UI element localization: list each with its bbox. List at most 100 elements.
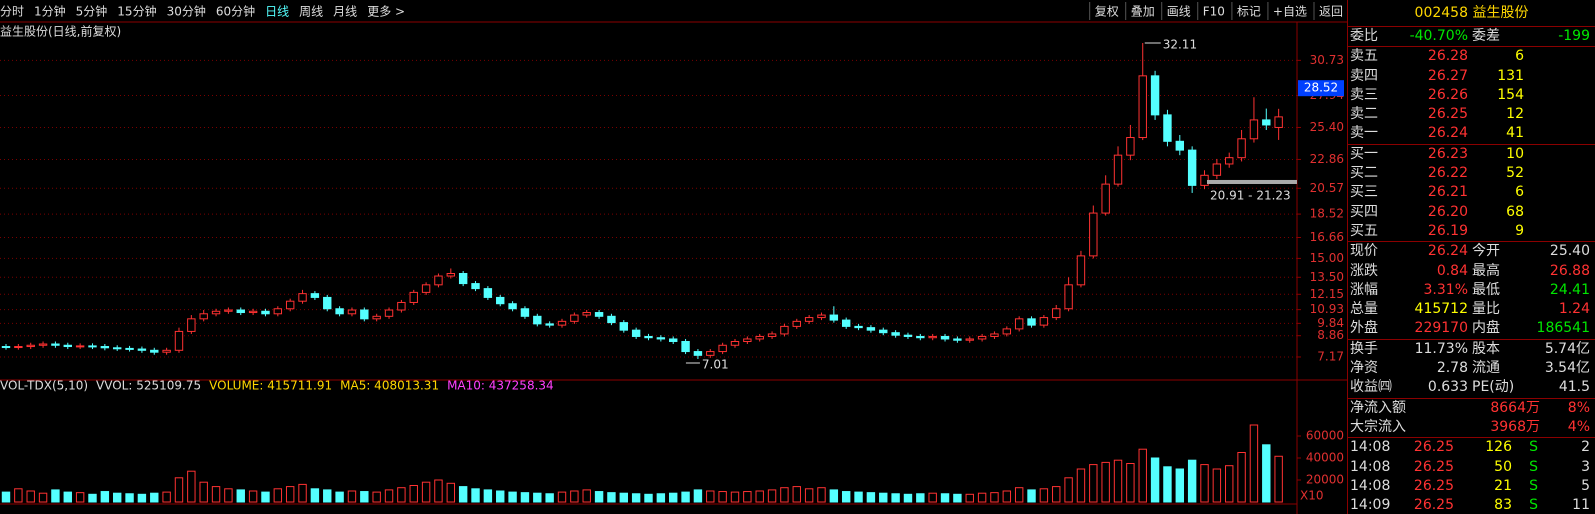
- quote-header: 002458 益生股份: [1348, 0, 1595, 27]
- volume-bar: [248, 490, 258, 503]
- quote-cell: 26.25: [1413, 439, 1454, 456]
- quote-cell: 卖五: [1350, 48, 1378, 65]
- panel-group: 现价 26.24 今开 25.40 涨跌 0.84 最高 26.88 涨幅 3.31% 最低 24.4…: [1348, 242, 1595, 340]
- quote-cell: 0.84: [1436, 262, 1468, 279]
- quote-cell: 26.24: [1427, 243, 1468, 260]
- volume-bar: [1212, 468, 1222, 503]
- candle-body: [150, 349, 159, 353]
- indicator-label: VVOL: 525109.75: [96, 379, 201, 393]
- volume-bar: [940, 493, 950, 503]
- period-tab[interactable]: 周线: [299, 5, 323, 19]
- volume-bar: [421, 481, 431, 503]
- quote-cell: 9: [1515, 222, 1524, 239]
- volume-bar: [594, 491, 604, 503]
- quote-cell: 委差: [1472, 28, 1500, 44]
- volume-bar: [607, 492, 616, 503]
- period-tab[interactable]: 分时: [0, 5, 24, 19]
- tool-button[interactable]: 标记: [1237, 5, 1261, 19]
- volume-bar: [619, 492, 628, 503]
- quote-cell: 买四: [1350, 203, 1378, 220]
- candle-body: [928, 335, 937, 339]
- stock-name: 益生股份: [1472, 5, 1529, 21]
- volume-bar: [730, 491, 740, 503]
- indicator-label: VOL-TDX(5,10): [0, 379, 88, 393]
- tool-button[interactable]: 返回: [1319, 5, 1343, 19]
- volume-bar: [112, 492, 122, 503]
- candle-body: [1237, 138, 1246, 159]
- period-tab[interactable]: 5分钟: [76, 4, 108, 19]
- tool-button[interactable]: 复权: [1095, 5, 1119, 19]
- tool-button[interactable]: 叠加: [1131, 5, 1155, 19]
- scale-label: X10: [1300, 489, 1324, 503]
- volume-bar: [1, 491, 11, 503]
- volume-bar: [693, 489, 703, 503]
- quote-cell: 229170: [1414, 320, 1468, 337]
- volume-bar: [1274, 455, 1283, 503]
- candle-body: [1039, 317, 1049, 326]
- tool-button[interactable]: +自选: [1273, 5, 1307, 19]
- volume-bar: [458, 486, 468, 503]
- volume-bar: [1150, 457, 1160, 503]
- candle-body: [112, 347, 122, 350]
- volume-bar: [162, 491, 171, 503]
- quote-cell: S: [1529, 477, 1538, 494]
- quote-cell: 3968万: [1490, 418, 1540, 435]
- period-tab[interactable]: 1分钟: [34, 4, 66, 19]
- candle-body: [323, 296, 332, 310]
- candle-body: [298, 293, 307, 302]
- candle-body: [26, 344, 35, 348]
- quote-row: 涨幅 3.31% 最低 24.41: [1348, 281, 1595, 300]
- candle-body: [162, 349, 171, 353]
- quote-row: 委比 -40.70% 委差 -199: [1348, 27, 1595, 46]
- volume-bar: [323, 489, 332, 503]
- quote-row: 14:08 26.25 50 S 3: [1348, 458, 1595, 477]
- price-marker: 28.52: [1304, 81, 1338, 95]
- quote-cell: S: [1529, 439, 1538, 456]
- volume-bar: [434, 479, 443, 503]
- candle-body: [471, 283, 480, 290]
- y-tick-label: 20.57: [1310, 181, 1344, 195]
- period-tab[interactable]: 日线: [265, 5, 289, 19]
- quote-row: 买二 26.22 52: [1348, 164, 1595, 183]
- period-tab[interactable]: 30分钟: [167, 4, 206, 19]
- quote-cell: 卖二: [1350, 106, 1378, 123]
- volume-bar: [903, 493, 913, 503]
- indicator-label: MA10: 437258.34: [447, 379, 554, 393]
- period-tab[interactable]: 60分钟: [216, 4, 255, 19]
- candle-body: [137, 348, 147, 351]
- volume-bar: [916, 493, 925, 503]
- volume-bar: [372, 491, 381, 503]
- volume-bar: [1138, 448, 1147, 503]
- candle-body: [1064, 284, 1073, 310]
- quote-cell: 25.40: [1549, 243, 1590, 260]
- period-tab[interactable]: 月线: [333, 5, 357, 19]
- candle-body: [619, 322, 628, 331]
- candle-body: [990, 333, 999, 337]
- y-tick-label: 15.00: [1310, 251, 1344, 265]
- candle-body: [409, 291, 418, 303]
- volume-bar: [211, 486, 221, 503]
- y-tick-label: 9.84: [1317, 316, 1344, 330]
- volume-bar: [496, 490, 505, 503]
- quote-cell: 卖四: [1350, 67, 1378, 84]
- period-tab[interactable]: 更多 >: [367, 5, 405, 19]
- quote-cell: 415712: [1414, 301, 1468, 318]
- quote-row: 14:08 26.25 126 S 2: [1348, 438, 1595, 457]
- candle-body: [977, 335, 987, 340]
- volume-bar: [14, 488, 23, 503]
- volume-bar: [51, 489, 60, 503]
- candle-body: [360, 309, 369, 320]
- quote-cell: 14:08: [1350, 477, 1391, 494]
- quote-row: 卖二 26.25 12: [1348, 105, 1595, 124]
- candle-body: [397, 301, 406, 311]
- quote-cell: 卖三: [1350, 86, 1378, 103]
- quote-cell: 50: [1494, 458, 1512, 475]
- candle-body: [434, 275, 443, 286]
- tool-button[interactable]: F10: [1203, 5, 1225, 19]
- volume-bar: [953, 493, 962, 503]
- quote-cell: 委比: [1350, 28, 1378, 44]
- tool-button[interactable]: 画线: [1167, 5, 1191, 19]
- quote-row: 涨跌 0.84 最高 26.88: [1348, 262, 1595, 281]
- volume-bar: [854, 491, 863, 503]
- period-tab[interactable]: 15分钟: [117, 4, 156, 19]
